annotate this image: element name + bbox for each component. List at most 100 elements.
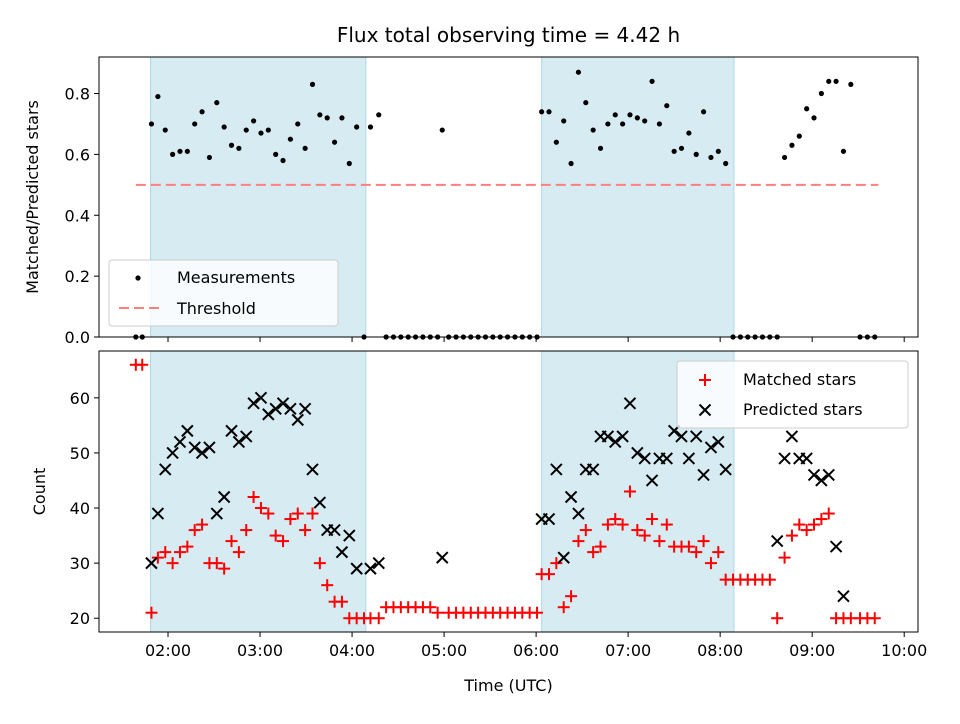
predicted-star-point [660, 452, 673, 465]
predicted-star-point [173, 435, 187, 449]
measurement-point [642, 118, 648, 124]
predicted-star-point [217, 490, 231, 504]
measurement-point [811, 115, 817, 121]
predicted-star-point [151, 507, 165, 520]
measurement-point [287, 136, 294, 142]
matched-star-point [601, 518, 614, 531]
measurement-point [346, 160, 352, 167]
predicted-star-point [436, 551, 449, 564]
measurement-point [597, 145, 604, 151]
predicted-star-point [232, 435, 246, 449]
ratio-y-tick-label: 0.4 [65, 206, 90, 225]
predicted-star-point-b [623, 397, 637, 410]
measurement-point [818, 90, 824, 97]
measurement-point [620, 121, 626, 127]
predicted-star-point-b [232, 435, 246, 449]
predicted-star-point-b [210, 507, 223, 520]
predicted-star-point [276, 397, 290, 410]
predicted-star-point [188, 441, 201, 454]
measurement-point [612, 112, 618, 118]
measurement-point [258, 130, 264, 136]
predicted-star-point-b [660, 452, 673, 465]
predicted-star-point [145, 556, 158, 570]
predicted-star-point [704, 441, 718, 454]
measurement-point [826, 78, 832, 84]
predicted-star-point [269, 402, 282, 416]
measurement-point [553, 139, 559, 145]
predicted-star-point-b [638, 452, 651, 465]
measurement-point [155, 93, 161, 100]
matched-star-point [254, 502, 267, 515]
matched-star-point [660, 518, 673, 531]
predicted-star-point [815, 474, 828, 487]
predicted-star-point-b [557, 551, 570, 564]
predicted-star-point-b [822, 468, 835, 482]
count-panel: 20 30 40 50 60 02:00 03:00 04:00 05:00 06:00 07:0… [30, 350, 927, 695]
matched-star-point [565, 590, 578, 603]
predicted-star-point [712, 435, 725, 449]
measurement-point [192, 121, 198, 127]
legend-matched-label: Matched stars [743, 370, 856, 389]
x-tick-label: 07:00 [605, 641, 651, 660]
matched-star-point [690, 546, 703, 559]
predicted-star-point [542, 512, 556, 526]
matched-star-point [616, 518, 629, 531]
predicted-star-point [564, 490, 578, 504]
matched-star-point [531, 606, 544, 619]
predicted-star-point [800, 452, 813, 465]
predicted-star-point-b [436, 551, 449, 564]
count-legend: Matched stars Predicted stars [676, 360, 909, 429]
legend-matched-plus [699, 374, 711, 386]
x-axis-label: Time (UTC) [463, 676, 552, 695]
matched-star-point [808, 518, 821, 531]
ratio-y-tick-label: 0.8 [65, 85, 90, 104]
count-y-tick-label: 60 [70, 389, 90, 408]
predicted-star-point [195, 446, 209, 460]
measurement-point [848, 81, 854, 87]
predicted-star-point [822, 468, 835, 482]
predicted-star-point-b [254, 391, 268, 405]
count-y-axis-label: Count [30, 468, 49, 516]
measurement-point [354, 124, 360, 130]
count-y-tick-label: 20 [70, 609, 90, 628]
predicted-star-point [247, 397, 260, 410]
measurement-point [546, 109, 552, 115]
matched-star-point [218, 562, 231, 575]
measurement-point [331, 139, 338, 145]
predicted-star-point [210, 507, 223, 520]
predicted-star-point-b [616, 430, 629, 443]
x-tick-label: 09:00 [789, 641, 835, 660]
predicted-star-point-b [328, 523, 341, 537]
matched-star-point [712, 546, 725, 559]
predicted-star-point-b [262, 408, 275, 421]
measurement-point [265, 127, 271, 133]
matched-star-point [682, 540, 695, 553]
measurement-point [236, 145, 242, 151]
predicted-star-point [609, 435, 622, 449]
matched-star-point [173, 546, 186, 559]
predicted-star-point-b [704, 441, 718, 454]
predicted-star-point [550, 463, 563, 476]
predicted-star-point [372, 556, 385, 570]
measurement-point [671, 148, 677, 154]
measurement-point [708, 154, 714, 161]
measurement-point [539, 109, 545, 115]
predicted-star-point-b [807, 468, 821, 482]
measurement-point [324, 115, 330, 121]
measurement-point [840, 148, 847, 154]
predicted-star-point-b [719, 463, 732, 476]
matched-star-point [638, 529, 651, 542]
predicted-star-point-b [815, 474, 828, 487]
matched-star-point [800, 524, 813, 537]
measurement-point [177, 148, 183, 154]
predicted-star-point [166, 446, 179, 460]
predicted-star-point [350, 562, 363, 575]
matched-star-point [646, 513, 659, 526]
matched-star-point [557, 601, 570, 614]
ratio-y-tick-label: 0.0 [65, 328, 90, 347]
matched-star-point [225, 535, 238, 548]
matched-star-point [822, 507, 835, 520]
matched-star-point [159, 546, 172, 559]
matched-star-point [210, 557, 223, 570]
predicted-star-point-b [173, 435, 187, 449]
